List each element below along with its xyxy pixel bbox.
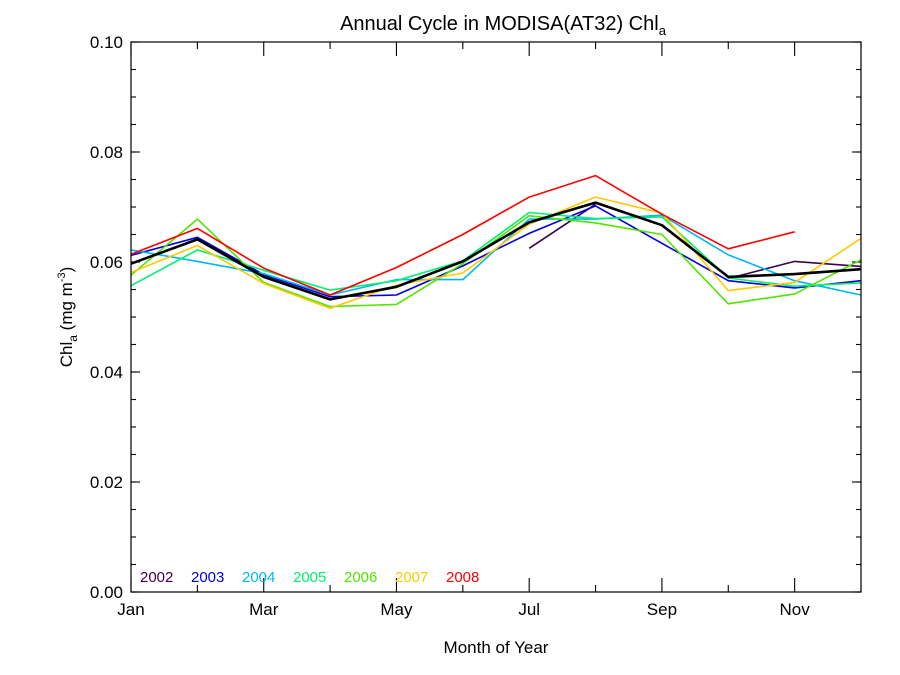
legend-entry-2002: 2002 [140,569,173,586]
y-tick-label: 0.00 [90,583,123,602]
y-axis-label-close: ) [57,267,76,273]
y-tick-label: 0.06 [90,253,123,272]
legend-entry-2005: 2005 [293,569,326,586]
legend-entry-2006: 2006 [344,569,377,586]
x-tick-label: May [380,600,413,619]
series-line-2005 [130,211,862,291]
x-tick-label: Sep [647,600,677,619]
series-line-2008 [130,174,795,296]
legend-entry-2004: 2004 [242,569,275,586]
x-ticks: Jan Mar May Jul Sep Nov [117,42,862,619]
plot-frame [130,41,862,593]
legend: 2002 2003 2004 2005 2006 2007 2008 [140,569,479,586]
series-line-mean [130,201,862,301]
x-tick-label: Nov [780,600,811,619]
y-axis-label: Chla (mg m-3) [56,267,80,368]
y-ticks: 0.00 0.02 0.04 0.06 0.08 0.10 [90,33,861,602]
legend-entry-2008: 2008 [446,569,479,586]
y-tick-label: 0.10 [90,33,123,52]
x-tick-label: Jul [518,600,540,619]
series-line-2007 [130,196,862,310]
chart-title: Annual Cycle in MODISA(AT32) Chla [340,13,667,38]
series-line-2006 [130,215,862,308]
legend-entry-2003: 2003 [191,569,224,586]
chart-title-subscript: a [659,23,667,38]
y-tick-label: 0.02 [90,473,123,492]
series-line-2003 [130,205,862,298]
x-axis-label: Month of Year [444,638,549,657]
series-line-2002 [528,203,596,249]
series-lines [130,174,862,310]
y-axis-label-main: Chl [57,342,76,368]
y-axis-label-subscript: a [66,335,80,342]
series-line-2002 [728,260,862,280]
chart-title-main: Annual Cycle in MODISA(AT32) Chl [340,13,659,35]
y-axis-label-units: (mg m [57,282,76,335]
y-axis-label-superscript: -3 [56,272,68,282]
legend-entry-2007: 2007 [395,569,428,586]
y-tick-label: 0.04 [90,363,123,382]
y-tick-label: 0.08 [90,143,123,162]
x-tick-label: Jan [117,600,144,619]
x-tick-label: Mar [249,600,279,619]
